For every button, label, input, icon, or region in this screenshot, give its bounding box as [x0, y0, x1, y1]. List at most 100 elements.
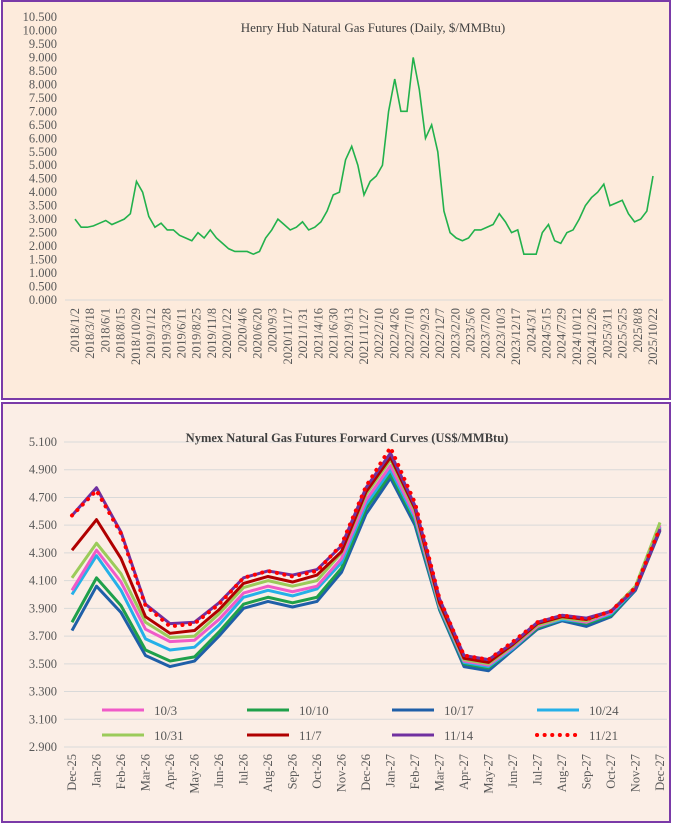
x-tick-label: 2023/10/3: [494, 308, 508, 359]
x-tick-label: 2018/8/15: [114, 308, 128, 359]
x-tick-label: 2025/3/11: [600, 308, 614, 358]
x-tick-label: 2022/12/7: [433, 308, 447, 359]
x-tick-label: 2021/6/30: [327, 308, 341, 359]
x-tick-label: 2021/4/16: [311, 308, 325, 359]
x-tick-label: 2024/3/1: [524, 308, 538, 352]
x-tick-label: 2021/1/31: [296, 308, 310, 359]
x-tick-label: 2022/7/10: [403, 308, 417, 359]
y-tick-label: 8.000: [29, 77, 57, 91]
x-tick-label: Dec-26: [359, 754, 373, 791]
x-tick-label: 2019/1/12: [144, 308, 158, 359]
x-tick-label: 2024/12/26: [585, 308, 599, 365]
series-line-11-14: [70, 451, 662, 662]
y-tick-label: 3.300: [29, 685, 57, 699]
x-tick-label: 2020/6/20: [251, 308, 265, 359]
y-tick-label: 10.000: [23, 23, 57, 37]
x-tick-label: 2025/10/22: [646, 308, 660, 365]
x-tick-label: 2019/8/25: [190, 308, 204, 359]
x-tick-label: Jun-26: [212, 754, 226, 788]
x-tick-label: 2020/4/6: [235, 308, 249, 352]
x-tick-label: 2024/5/15: [540, 308, 554, 359]
chart-title: Nymex Natural Gas Futures Forward Curves…: [186, 431, 509, 445]
x-tick-label: Sep-27: [580, 754, 594, 789]
x-tick-label: Jul-26: [237, 754, 251, 785]
x-tick-label: Aug-27: [555, 754, 569, 792]
legend-label: 10/3: [154, 703, 177, 718]
x-tick-label: 2019/3/28: [159, 308, 173, 359]
x-tick-label: 2025/8/8: [631, 308, 645, 352]
x-tick-label: Apr-27: [457, 754, 471, 790]
y-tick-label: 0.500: [29, 280, 57, 294]
x-tick-label: 2022/9/23: [418, 308, 432, 359]
y-tick-label: 7.500: [29, 91, 57, 105]
y-tick-label: 4.500: [29, 518, 57, 532]
x-tick-label: 2021/9/13: [342, 308, 356, 359]
y-tick-label: 6.500: [29, 118, 57, 132]
y-tick-label: 5.500: [29, 145, 57, 159]
y-tick-label: 3.700: [29, 629, 57, 643]
x-tick-label: 2018/3/18: [83, 308, 97, 359]
x-tick-label: Sep-26: [286, 754, 300, 789]
x-tick-label: 2024/7/29: [555, 308, 569, 359]
x-tick-label: May-26: [188, 754, 202, 794]
x-tick-label: 2019/6/11: [174, 308, 188, 358]
x-tick-label: Jan-27: [384, 754, 398, 787]
y-tick-label: 1.500: [29, 253, 57, 267]
x-tick-label: Jan-26: [90, 754, 104, 787]
legend-label: 10/17: [444, 703, 474, 718]
y-tick-label: 10.500: [23, 10, 57, 24]
legend-label: 11/14: [444, 728, 474, 743]
x-tick-label: Oct-26: [310, 754, 324, 789]
y-tick-label: 3.500: [29, 199, 57, 213]
y-tick-label: 9.000: [29, 50, 57, 64]
x-tick-label: 2018/1/2: [68, 308, 82, 352]
forward-curves-chart-panel: Nymex Natural Gas Futures Forward Curves…: [1, 402, 671, 823]
y-tick-label: 4.000: [29, 185, 57, 199]
x-tick-label: 2025/5/25: [616, 308, 630, 359]
legend-label: 10/24: [589, 703, 619, 718]
x-tick-label: 2024/10/12: [570, 308, 584, 365]
x-tick-label: Feb-27: [408, 754, 422, 789]
y-tick-label: 3.500: [29, 657, 57, 671]
y-tick-label: 2.900: [29, 740, 57, 754]
y-tick-label: 2.000: [29, 239, 57, 253]
x-tick-label: Nov-27: [629, 754, 643, 792]
y-tick-label: 7.000: [29, 104, 57, 118]
legend-label: 10/10: [299, 703, 329, 718]
series-line-henry-hub: [74, 57, 654, 256]
x-tick-label: 2018/10/29: [129, 308, 143, 365]
x-tick-label: Mar-27: [433, 754, 447, 791]
y-tick-label: 9.500: [29, 37, 57, 51]
x-tick-label: Feb-26: [114, 754, 128, 789]
y-tick-label: 4.100: [29, 574, 57, 588]
legend-label: 10/31: [154, 728, 184, 743]
y-tick-label: 4.700: [29, 490, 57, 504]
x-tick-label: 2023/5/6: [463, 308, 477, 352]
x-tick-label: 2020/9/3: [266, 308, 280, 352]
chart-title: Henry Hub Natural Gas Futures (Daily, $/…: [241, 20, 506, 35]
y-tick-label: 5.000: [29, 158, 57, 172]
x-tick-label: Nov-26: [335, 754, 349, 792]
x-tick-label: 2020/1/22: [220, 308, 234, 359]
x-tick-label: Jul-27: [531, 754, 545, 785]
x-tick-label: 2023/7/20: [479, 308, 493, 359]
x-tick-label: 2023/12/17: [509, 308, 523, 365]
forward-curves-chart: Nymex Natural Gas Futures Forward Curves…: [29, 431, 667, 794]
henry-hub-chart-panel: Henry Hub Natural Gas Futures (Daily, $/…: [1, 0, 671, 400]
y-tick-label: 2.500: [29, 226, 57, 240]
y-tick-label: 8.500: [29, 64, 57, 78]
henry-hub-chart: Henry Hub Natural Gas Futures (Daily, $/…: [23, 10, 663, 365]
y-tick-label: 3.900: [29, 601, 57, 615]
y-tick-label: 3.100: [29, 712, 57, 726]
x-tick-label: 2020/11/17: [281, 308, 295, 364]
x-tick-label: May-27: [482, 754, 496, 794]
x-tick-label: 2022/2/10: [372, 308, 386, 359]
x-tick-label: Jun-27: [506, 754, 520, 788]
x-tick-label: 2021/11/27: [357, 308, 371, 364]
x-tick-label: Apr-26: [163, 754, 177, 790]
y-tick-label: 4.300: [29, 546, 57, 560]
y-tick-label: 4.500: [29, 172, 57, 186]
x-tick-label: Oct-27: [604, 754, 618, 789]
x-tick-label: 2023/2/20: [448, 308, 462, 359]
x-tick-label: 2022/4/26: [387, 308, 401, 359]
